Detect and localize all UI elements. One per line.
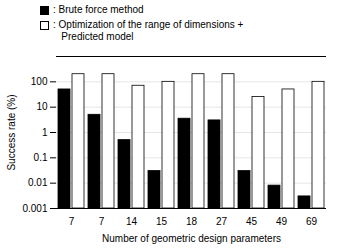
svg-text:45: 45 (246, 215, 258, 226)
svg-text:27: 27 (216, 215, 228, 226)
svg-text:7: 7 (99, 215, 105, 226)
svg-text:69: 69 (306, 215, 318, 226)
html-text:: Optimization of the range of: : Optimization of the range of dimension… (53, 18, 244, 42)
svg-text:10: 10 (36, 101, 48, 112)
svg-text:Success rate (%): Success rate (%) (6, 94, 17, 170)
svg-text:7: 7 (69, 215, 75, 226)
svg-text:15: 15 (156, 215, 168, 226)
svg-text:0.001: 0.001 (22, 202, 47, 213)
html-text:: Brute force method: : Brute force method (53, 4, 144, 15)
svg-text:0.01: 0.01 (28, 177, 48, 188)
svg-text:1: 1 (42, 126, 48, 137)
svg-text:14: 14 (126, 215, 138, 226)
svg-text:49: 49 (276, 215, 288, 226)
svg-text:100: 100 (31, 76, 48, 87)
svg-text:0.1: 0.1 (34, 152, 48, 163)
svg-text:18: 18 (186, 215, 198, 226)
svg-text:Number of geometric design par: Number of geometric design parameters (102, 232, 281, 243)
